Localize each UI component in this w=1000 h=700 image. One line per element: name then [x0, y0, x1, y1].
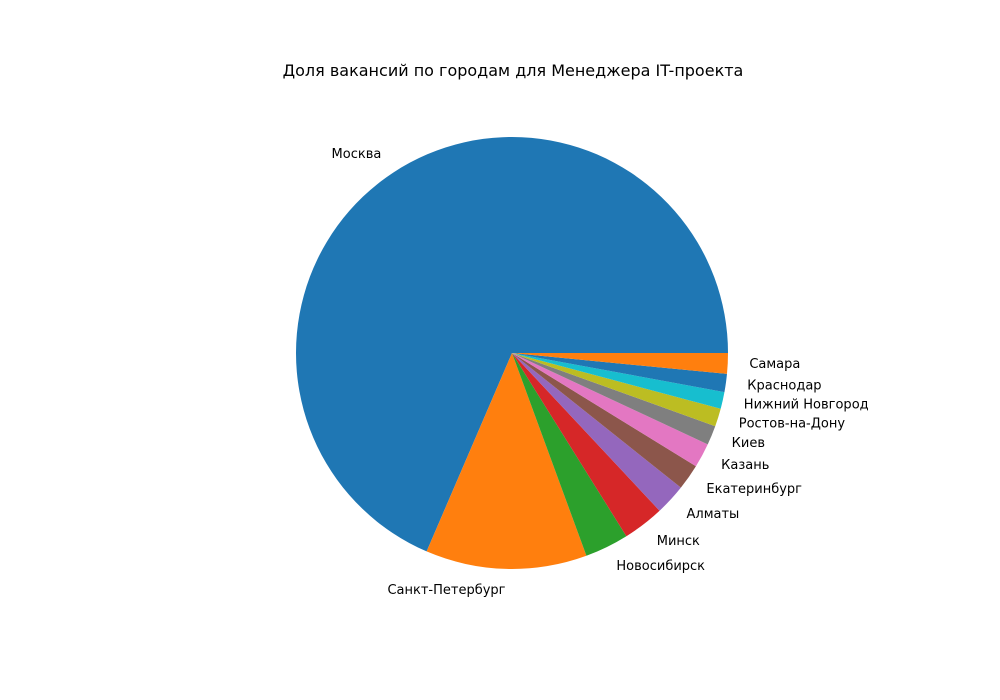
pie-label-12: Самара: [749, 357, 800, 372]
pie-label-11: Краснодар: [747, 379, 821, 394]
chart-title: Доля вакансий по городам для Менеджера I…: [283, 61, 744, 80]
pie-slice-2: [426, 353, 587, 569]
pie-slice-11: [512, 353, 727, 393]
pie-slice-8: [512, 353, 716, 445]
pie-slice-9: [512, 353, 721, 427]
pie-label-7: Казань: [721, 458, 769, 473]
pie-slice-12: [512, 353, 728, 374]
pie-slice-3: [512, 353, 627, 556]
pie-label-1: Москва: [332, 147, 382, 162]
pie-slice-6: [512, 353, 696, 488]
pie-slice-10: [512, 353, 725, 409]
pie-slice-7: [512, 353, 708, 467]
pie-label-4: Минск: [657, 534, 700, 549]
pie-slice-1: [296, 136, 728, 552]
pie-slice-5: [512, 353, 681, 511]
pie-label-9: Ростов-на-Дону: [739, 416, 846, 431]
pie-label-5: Алматы: [687, 507, 740, 522]
pie-label-6: Екатеринбург: [706, 482, 802, 497]
pie-label-10: Нижний Новгород: [744, 398, 869, 413]
pie-label-3: Новосибирск: [616, 559, 705, 574]
pie-slice-4: [512, 353, 660, 537]
pie-label-8: Киев: [732, 436, 765, 451]
pie-labels: Москва Санкт-Петербург Новосибирск Минск Алм…: [332, 147, 869, 598]
pie-slices: [296, 136, 728, 569]
pie-label-2: Санкт-Петербург: [387, 583, 505, 598]
